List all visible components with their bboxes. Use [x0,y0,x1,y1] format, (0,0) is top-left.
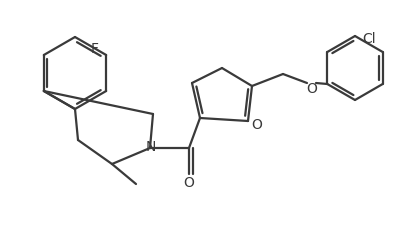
Text: N: N [146,140,156,154]
Text: O: O [184,176,195,190]
Text: Cl: Cl [362,32,376,46]
Text: O: O [252,118,262,132]
Text: O: O [306,82,317,96]
Text: F: F [90,42,98,56]
